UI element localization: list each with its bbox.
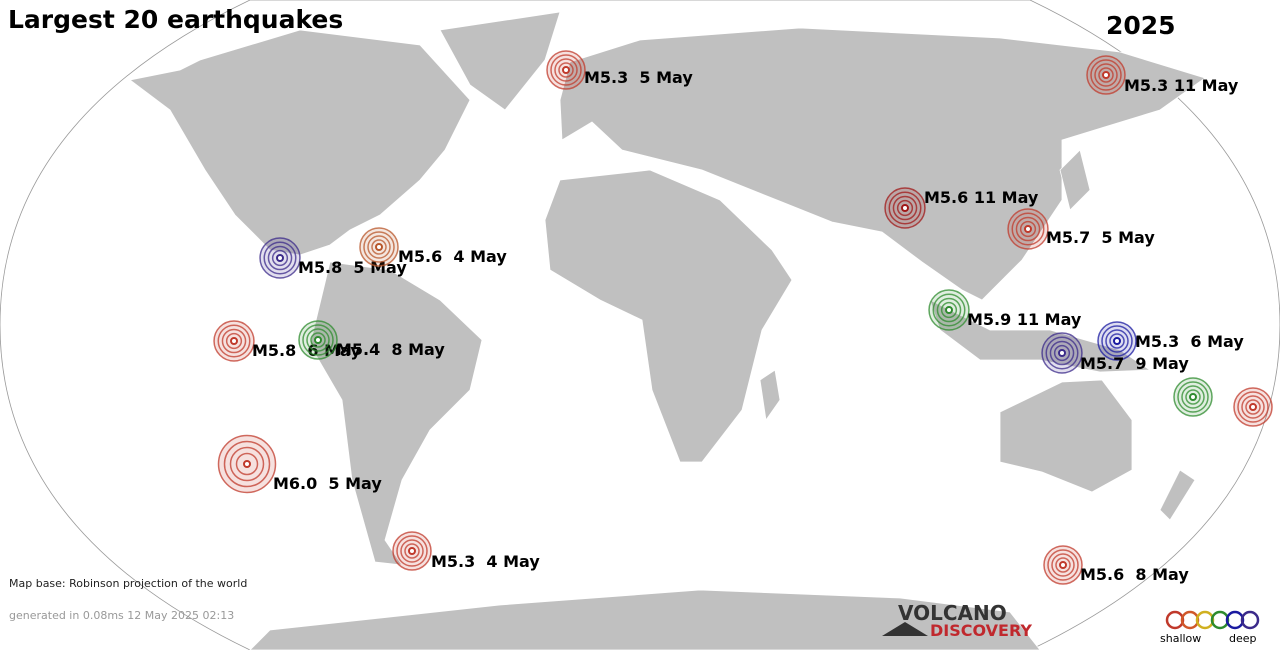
quake-ring [1051,553,1075,577]
quake-ring [1101,325,1133,357]
title: Largest 20 earthquakes [8,5,343,34]
legend: shallow deep [1160,610,1260,645]
quake-ring [302,324,334,356]
quake-label: M5.7 5 May [1046,228,1155,247]
quake-center [1249,403,1257,411]
quake-ring [1181,385,1205,409]
quake-center [945,306,953,314]
quake-label: M5.6 8 May [1080,565,1189,584]
quake-center [1102,71,1110,79]
land [129,11,1206,650]
quake-center [230,337,238,345]
quake-ring [1237,391,1269,423]
logo-line1: VOLCANO [898,601,1007,625]
quake-ring [1055,557,1071,573]
quake-center [1113,337,1121,345]
quake-ring [1241,395,1265,419]
quake-ring [1094,63,1118,87]
quake-label: M5.7 9 May [1080,354,1189,373]
quake-ring [267,245,293,271]
quake-label: M5.3 4 May [431,552,540,571]
generated-note: generated in 0.08ms 12 May 2025 02:13 [9,609,234,622]
map-base-note: Map base: Robinson projection of the wor… [9,577,247,590]
quake-label: M5.6 4 May [398,247,507,266]
year: 2025 [1106,11,1176,40]
logo-line2: DISCOVERY [930,621,1032,640]
quake-ring [310,332,326,348]
quake-ring [558,62,574,78]
quake-ring [554,58,578,82]
quake-ring [306,328,330,352]
quake-ring [1053,344,1071,362]
quake-ring [404,543,420,559]
quake-center [562,66,570,74]
quake-center [1058,349,1066,357]
quake-ring [888,191,922,225]
quake-ring [1011,212,1045,246]
quake-center [901,204,909,212]
legend-shallow: shallow [1160,632,1201,645]
quake-center [1059,561,1067,569]
quake-ring [936,297,962,323]
quake-ring [1105,329,1129,353]
quake-ring [229,446,265,482]
quake-ring [1015,216,1041,242]
quake-label: M5.9 11 May [967,310,1082,329]
quake-label: M5.3 5 May [584,68,693,87]
quake-center [408,547,416,555]
quake-center [314,336,322,344]
quake-ring [932,293,966,327]
quake-label: M5.8 5 May [298,258,407,277]
quake-label: M5.4 8 May [336,340,445,359]
quake-label: M5.3 6 May [1135,332,1244,351]
quake-ring [235,452,259,476]
quake-ring [1109,333,1125,349]
quake-ring [271,249,289,267]
quake-ring [892,195,918,221]
legend-deep: deep [1229,632,1257,645]
quake-ring [1019,220,1037,238]
quake-ring [550,54,582,86]
quake-ring [1177,381,1209,413]
quake-ring [396,535,428,567]
quake-center [276,254,284,262]
quake-center [375,243,383,251]
quake-ring [221,328,247,354]
quake-label: M5.3 11 May [1124,76,1239,95]
quake-ring [1185,389,1201,405]
quake-ring [1045,336,1079,370]
logo-icon [882,622,928,636]
quake-ring [223,440,271,488]
quake-ring [1098,67,1114,83]
quake-ring [896,199,914,217]
quake-center [1024,225,1032,233]
quake-center [243,460,251,468]
quake-ring [225,332,243,350]
quake-ring [371,239,387,255]
quake-ring [1090,59,1122,91]
quake-label: M5.6 11 May [924,188,1039,207]
quake-ring [1049,340,1075,366]
quake-ring [367,235,391,259]
quake-ring [400,539,424,563]
quake-ring [217,324,251,358]
quake-label: M6.0 5 May [273,474,382,493]
quake-ring [1245,399,1261,415]
quake-center [1189,393,1197,401]
quake-ring [363,231,395,263]
quake-ring [1047,549,1079,581]
quake-ring [940,301,958,319]
quake-ring [263,241,297,275]
